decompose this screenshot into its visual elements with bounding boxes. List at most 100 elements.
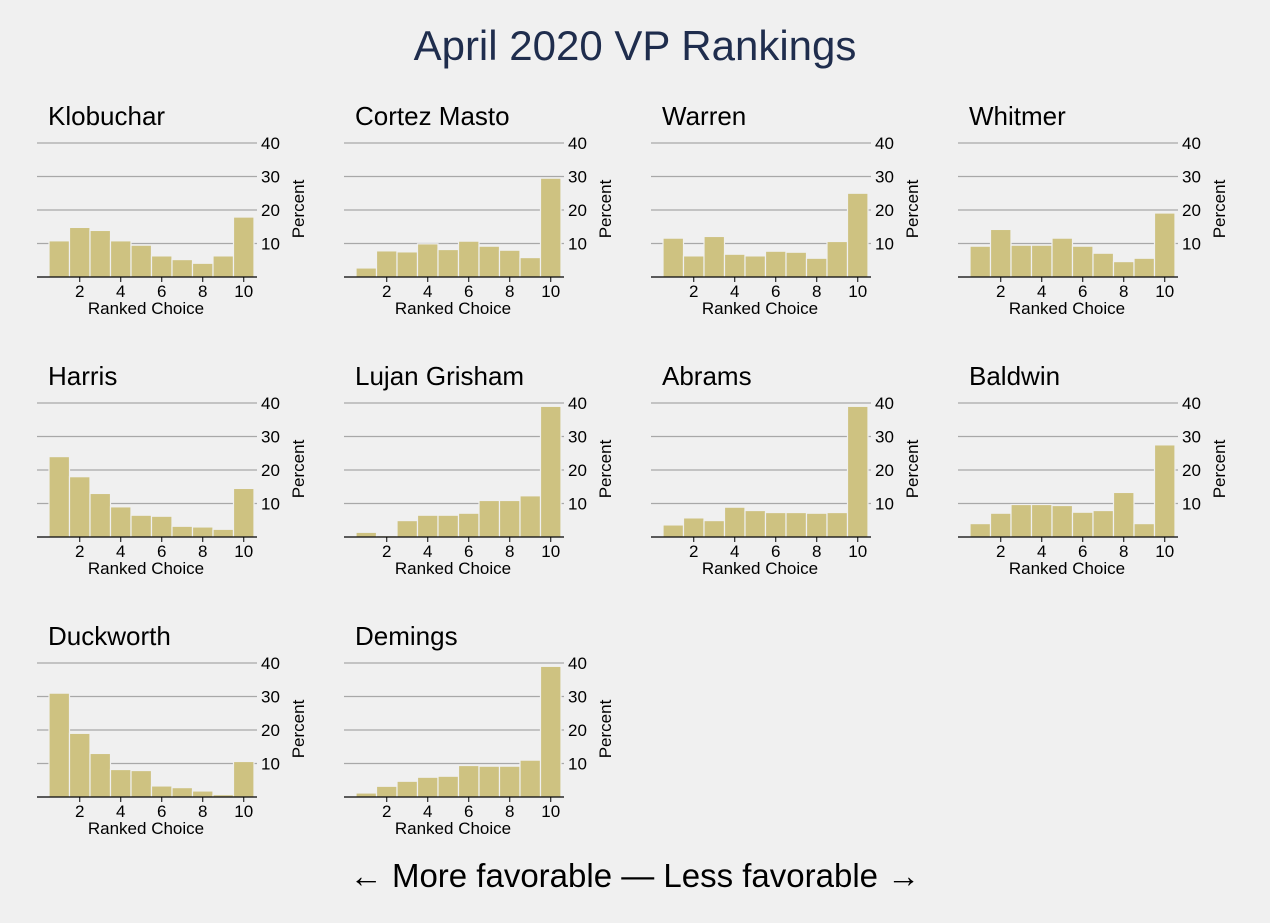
bar [1092,252,1115,278]
y-tick-label: 30 [261,688,280,707]
y-tick-label: 10 [261,495,280,514]
y-tick-label: 30 [261,168,280,187]
bar [375,785,398,798]
bar [723,506,746,538]
y-tick-label: 30 [568,428,587,447]
bar [969,522,992,538]
x-tick-label: 10 [234,802,253,821]
bar [703,235,726,278]
bar [826,240,849,278]
y-tick-label: 30 [568,168,587,187]
bar [662,524,685,538]
x-tick-label: 4 [730,282,739,301]
bar [764,250,787,278]
bar [457,240,480,278]
bar [150,515,173,538]
x-axis-label: Ranked Choice [1009,559,1125,578]
y-tick-label: 30 [875,168,894,187]
bar [68,732,91,798]
x-tick-label: 2 [75,282,84,301]
y-axis-label: Percent [1210,179,1229,238]
bar [171,258,194,278]
bar [1051,237,1074,278]
page-title: April 2020 VP Rankings [413,22,857,69]
x-tick-label: 2 [75,802,84,821]
bar [805,512,828,538]
x-axis-label: Ranked Choice [1009,299,1125,318]
y-tick-label: 20 [875,201,894,220]
y-tick-label: 40 [568,394,587,413]
bar [1051,504,1074,538]
y-tick-label: 20 [875,461,894,480]
y-tick-label: 20 [568,461,587,480]
y-tick-label: 20 [261,461,280,480]
x-tick-label: 6 [464,282,473,301]
panel-duckworth: Duckworth 2 4 6 8 10 Ranked Choice 10 20 30 40 Perc… [37,621,308,838]
panel-baldwin: Baldwin 2 4 6 8 10 Ranked Choice 10 20 30 40 Percen… [958,361,1229,578]
x-tick-label: 4 [116,542,125,561]
bar [989,512,1012,538]
y-tick-label: 10 [1182,495,1201,514]
y-tick-label: 20 [568,201,587,220]
y-axis-label: Percent [596,179,615,238]
x-tick-label: 4 [116,802,125,821]
panel-harris: Harris 2 4 6 8 10 Ranked Choice 10 20 30 40 Percent [37,361,308,578]
bar [232,760,255,798]
bar [478,765,501,798]
bar [1153,444,1176,538]
x-tick-label: 4 [423,282,432,301]
y-axis-label: Percent [289,179,308,238]
bar [150,255,173,278]
x-tick-label: 10 [541,802,560,821]
bar [109,506,132,538]
bar [375,250,398,278]
bar [1030,244,1053,278]
y-tick-label: 20 [261,201,280,220]
x-tick-label: 4 [1037,282,1046,301]
panel-title: Cortez Masto [355,101,510,131]
bar [662,237,685,278]
bar [416,243,439,278]
panel-title: Duckworth [48,621,171,651]
x-axis-label: Ranked Choice [395,819,511,838]
x-tick-label: 6 [464,802,473,821]
bar [1092,509,1115,538]
bar [48,240,71,278]
x-tick-label: 4 [423,542,432,561]
bar [437,775,460,798]
x-tick-label: 8 [198,802,207,821]
bar [519,759,542,798]
x-tick-label: 8 [1119,282,1128,301]
x-tick-label: 10 [234,282,253,301]
bar [355,792,378,798]
y-tick-label: 30 [568,688,587,707]
y-axis-label: Percent [903,179,922,238]
bar [682,255,705,278]
panel-lujan-grisham: Lujan Grisham 2 4 6 8 10 Ranked Choice 10 20 30 40… [344,361,615,578]
bar [232,216,255,278]
y-tick-label: 40 [1182,134,1201,153]
bar [539,665,562,798]
bar [498,249,521,278]
bar [989,228,1012,278]
bar [68,476,91,538]
x-axis-label: Ranked Choice [395,299,511,318]
panel-title: Harris [48,361,117,391]
x-tick-label: 6 [1078,282,1087,301]
y-tick-label: 10 [875,495,894,514]
panel-title: Warren [662,101,746,131]
y-tick-label: 20 [261,721,280,740]
bar [355,267,378,278]
x-tick-label: 8 [505,542,514,561]
panel-abrams: Abrams 2 4 6 8 10 Ranked Choice 10 20 30 40 Percent [651,361,922,578]
x-tick-label: 4 [1037,542,1046,561]
bar [539,177,562,278]
bar [519,256,542,278]
x-tick-label: 8 [505,802,514,821]
bar [764,511,787,538]
x-tick-label: 6 [771,542,780,561]
y-tick-label: 40 [875,134,894,153]
y-axis-label: Percent [1210,439,1229,498]
bar [1133,257,1156,278]
